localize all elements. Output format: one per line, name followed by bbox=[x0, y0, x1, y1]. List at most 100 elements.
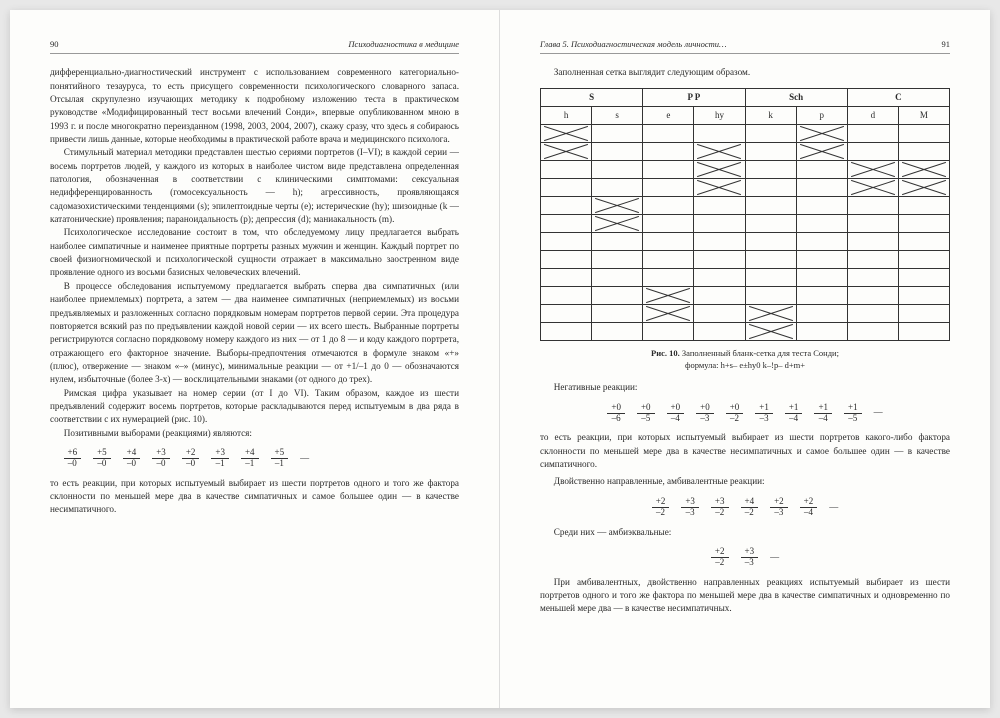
grid-cell bbox=[643, 142, 694, 160]
grid-cell bbox=[745, 142, 796, 160]
fraction: +0–3 bbox=[696, 403, 714, 424]
grid-cell bbox=[694, 232, 745, 250]
grid-cell bbox=[694, 322, 745, 340]
grid-cell bbox=[592, 124, 643, 142]
grid-cell-marked bbox=[796, 142, 847, 160]
grid-cell bbox=[898, 286, 949, 304]
grid-cell bbox=[745, 196, 796, 214]
fraction: +0–2 bbox=[726, 403, 744, 424]
grid-cell bbox=[745, 160, 796, 178]
grid-cell bbox=[541, 268, 592, 286]
grid-cell bbox=[898, 142, 949, 160]
grid-cell-marked bbox=[745, 322, 796, 340]
grid-cell-marked bbox=[643, 286, 694, 304]
grid-row bbox=[541, 304, 950, 322]
grid-cell bbox=[643, 160, 694, 178]
grid-cell-marked bbox=[847, 160, 898, 178]
grid-cell-marked bbox=[898, 178, 949, 196]
grid-cell-marked bbox=[541, 142, 592, 160]
grid-cell bbox=[592, 250, 643, 268]
para: Позитивными выборами (реакциями) являютс… bbox=[50, 427, 459, 440]
grid-col-header: k bbox=[745, 106, 796, 124]
para: то есть реакции, при которых испытуемый … bbox=[540, 431, 950, 471]
grid-col-header: h bbox=[541, 106, 592, 124]
fraction: +6–0 bbox=[64, 448, 82, 469]
grid-cell bbox=[541, 214, 592, 232]
grid-cell bbox=[643, 214, 694, 232]
fraction: +2–3 bbox=[770, 497, 788, 518]
grid-cell bbox=[541, 178, 592, 196]
fraction: +1–4 bbox=[785, 403, 803, 424]
grid-cell bbox=[898, 214, 949, 232]
grid-cell bbox=[694, 268, 745, 286]
grid-cell bbox=[643, 178, 694, 196]
ambivalent-label: Двойственно направленные, амбивалентные … bbox=[540, 475, 950, 488]
grid-cell bbox=[745, 286, 796, 304]
header-left: 90 Психодиагностика в медицине bbox=[50, 38, 459, 54]
grid-group-header: C bbox=[847, 88, 949, 106]
grid-cell bbox=[796, 196, 847, 214]
grid-cell bbox=[541, 322, 592, 340]
grid-cell bbox=[592, 178, 643, 196]
grid-cell bbox=[745, 268, 796, 286]
grid-cell bbox=[643, 322, 694, 340]
fraction: +0–6 bbox=[607, 403, 625, 424]
para: дифференциально-диагностический инструме… bbox=[50, 66, 459, 146]
grid-cell bbox=[898, 250, 949, 268]
grid-cell bbox=[643, 250, 694, 268]
fraction: +4–0 bbox=[123, 448, 141, 469]
grid-cell bbox=[847, 232, 898, 250]
grid-col-header: p bbox=[796, 106, 847, 124]
fraction: +5–0 bbox=[93, 448, 111, 469]
szondi-grid: SP PSchC hsehykpdM bbox=[540, 88, 950, 341]
fraction: +0–5 bbox=[637, 403, 655, 424]
grid-cell bbox=[694, 304, 745, 322]
grid-cell bbox=[643, 268, 694, 286]
grid-cell bbox=[847, 250, 898, 268]
figure-text: Заполненный бланк-сетка для теста Сонди; bbox=[682, 348, 839, 358]
grid-cell bbox=[898, 268, 949, 286]
grid-cell-marked bbox=[847, 178, 898, 196]
page-number-right: 91 bbox=[942, 38, 951, 50]
fraction: +2–2 bbox=[652, 497, 670, 518]
ambiequal-label: Среди них — амбиэквальные: bbox=[540, 526, 950, 539]
grid-cell bbox=[541, 160, 592, 178]
para: При амбивалентных, двойственно направлен… bbox=[540, 576, 950, 616]
trailing-dash: — bbox=[874, 406, 883, 419]
grid-cell bbox=[694, 286, 745, 304]
grid-cell bbox=[694, 124, 745, 142]
para: Психологическое исследование состоит в т… bbox=[50, 226, 459, 279]
grid-row bbox=[541, 268, 950, 286]
grid-cell-marked bbox=[592, 214, 643, 232]
fraction: +5–1 bbox=[271, 448, 289, 469]
grid-cell bbox=[847, 124, 898, 142]
grid-cell bbox=[847, 286, 898, 304]
grid-cell bbox=[541, 304, 592, 322]
grid-cell bbox=[745, 214, 796, 232]
page-left: 90 Психодиагностика в медицине дифференц… bbox=[10, 10, 500, 708]
grid-cell bbox=[796, 250, 847, 268]
grid-cell-marked bbox=[592, 196, 643, 214]
grid-cell bbox=[847, 304, 898, 322]
grid-cell bbox=[643, 196, 694, 214]
grid-cell bbox=[541, 250, 592, 268]
grid-cell bbox=[592, 322, 643, 340]
grid-cell bbox=[745, 250, 796, 268]
grid-cell bbox=[898, 124, 949, 142]
grid-cell-marked bbox=[694, 178, 745, 196]
grid-cell bbox=[796, 232, 847, 250]
trailing-dash: — bbox=[770, 551, 779, 564]
figure-formula: формула: h+s– e±hy0 k–!p– d+m+ bbox=[685, 360, 805, 370]
grid-cell bbox=[847, 214, 898, 232]
grid-cell bbox=[898, 232, 949, 250]
grid-cell bbox=[541, 232, 592, 250]
grid-cell bbox=[847, 142, 898, 160]
fraction: +0–4 bbox=[667, 403, 685, 424]
grid-cell bbox=[796, 214, 847, 232]
para: Римская цифра указывает на номер серии (… bbox=[50, 387, 459, 427]
fraction: +4–1 bbox=[241, 448, 259, 469]
grid-cell bbox=[592, 232, 643, 250]
grid-cell bbox=[796, 286, 847, 304]
grid-col-header: s bbox=[592, 106, 643, 124]
grid-row bbox=[541, 232, 950, 250]
